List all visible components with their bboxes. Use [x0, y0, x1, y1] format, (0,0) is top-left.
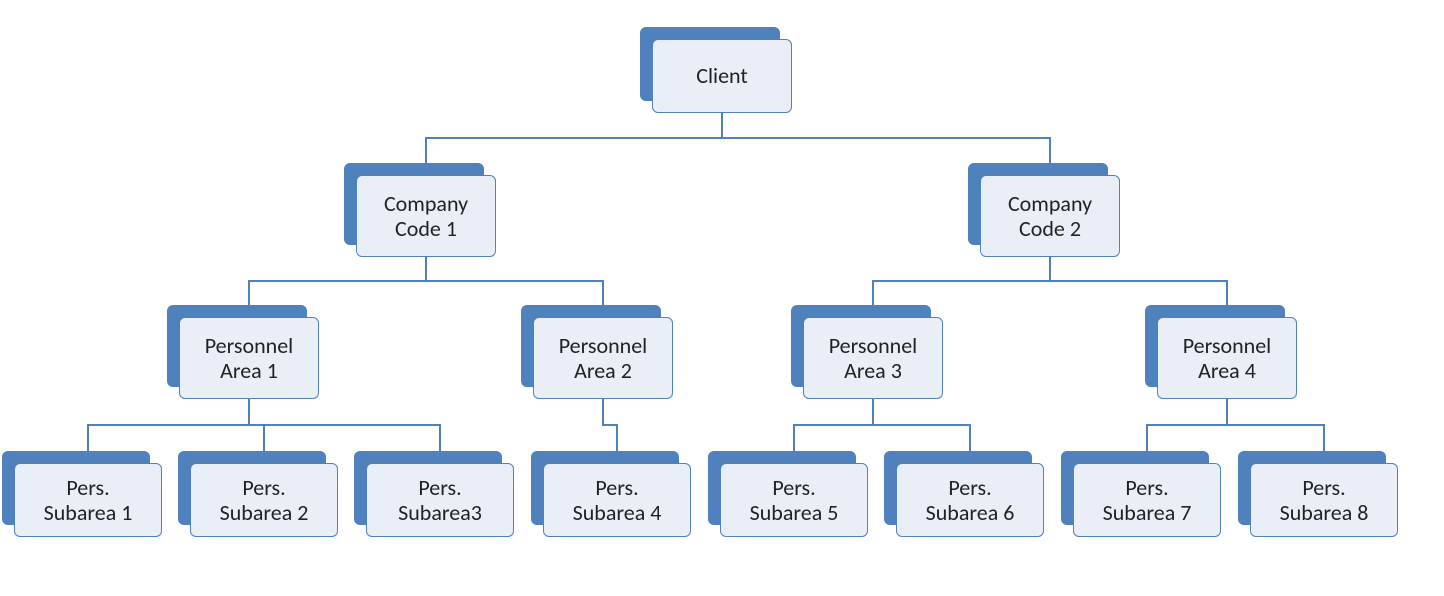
node-face: Pers. Subarea 8 — [1250, 463, 1398, 537]
node-face: Personnel Area 2 — [533, 317, 673, 399]
node-label: Personnel Area 1 — [205, 333, 293, 384]
node-face: Pers. Subarea 7 — [1073, 463, 1221, 537]
tree-node-ps1: Pers. Subarea 1 — [2, 451, 162, 537]
node-face: Pers. Subarea 6 — [896, 463, 1044, 537]
node-label: Personnel Area 2 — [559, 333, 647, 384]
node-face: Pers. Subarea 1 — [14, 463, 162, 537]
node-face: Pers. Subarea 5 — [720, 463, 868, 537]
node-face: Pers. Subarea 4 — [543, 463, 691, 537]
node-label: Personnel Area 4 — [1183, 333, 1271, 384]
tree-node-ps7: Pers. Subarea 7 — [1061, 451, 1221, 537]
node-face: Company Code 2 — [980, 175, 1120, 257]
node-label: Pers. Subarea 2 — [220, 475, 309, 526]
node-face: Pers. Subarea 2 — [190, 463, 338, 537]
org-tree-diagram: Client Company Code 1 Company Code 2 Person… — [0, 0, 1444, 596]
tree-node-pa1: Personnel Area 1 — [167, 305, 319, 399]
node-label: Company Code 1 — [384, 191, 468, 242]
tree-node-ps4: Pers. Subarea 4 — [531, 451, 691, 537]
node-face: Personnel Area 3 — [803, 317, 943, 399]
node-label: Company Code 2 — [1008, 191, 1092, 242]
node-label: Pers. Subarea 1 — [44, 475, 133, 526]
node-face: Company Code 1 — [356, 175, 496, 257]
tree-node-client: Client — [640, 27, 792, 113]
tree-node-pa2: Personnel Area 2 — [521, 305, 673, 399]
tree-node-ps6: Pers. Subarea 6 — [884, 451, 1044, 537]
tree-node-pa3: Personnel Area 3 — [791, 305, 943, 399]
node-label: Pers. Subarea3 — [398, 475, 482, 526]
tree-node-pa4: Personnel Area 4 — [1145, 305, 1297, 399]
node-label: Pers. Subarea 8 — [1280, 475, 1369, 526]
node-face: Personnel Area 4 — [1157, 317, 1297, 399]
tree-node-cc1: Company Code 1 — [344, 163, 496, 257]
node-face: Client — [652, 39, 792, 113]
node-label: Client — [696, 63, 748, 88]
node-face: Pers. Subarea3 — [366, 463, 514, 537]
node-face: Personnel Area 1 — [179, 317, 319, 399]
node-label: Pers. Subarea 4 — [573, 475, 662, 526]
node-label: Personnel Area 3 — [829, 333, 917, 384]
tree-node-cc2: Company Code 2 — [968, 163, 1120, 257]
tree-node-ps5: Pers. Subarea 5 — [708, 451, 868, 537]
tree-node-ps2: Pers. Subarea 2 — [178, 451, 338, 537]
tree-node-ps3: Pers. Subarea3 — [354, 451, 514, 537]
tree-node-ps8: Pers. Subarea 8 — [1238, 451, 1398, 537]
node-label: Pers. Subarea 7 — [1103, 475, 1192, 526]
node-label: Pers. Subarea 6 — [926, 475, 1015, 526]
node-label: Pers. Subarea 5 — [750, 475, 839, 526]
